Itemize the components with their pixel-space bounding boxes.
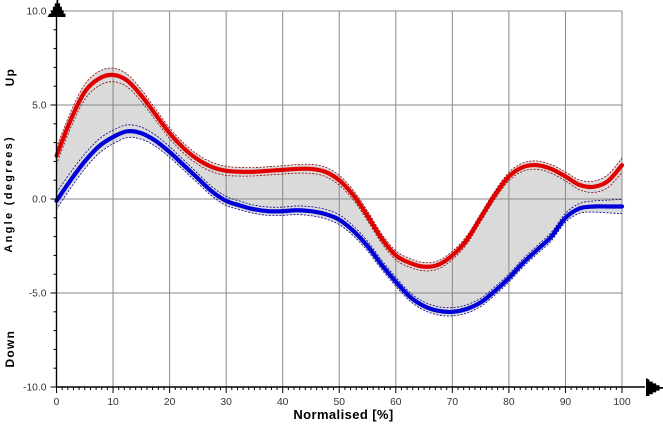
svg-text:-10.0: -10.0 (23, 383, 47, 394)
svg-text:-5.0: -5.0 (29, 289, 47, 300)
svg-text:0.0: 0.0 (32, 195, 47, 206)
svg-text:5.0: 5.0 (32, 101, 47, 112)
svg-text:10.0: 10.0 (26, 7, 46, 18)
